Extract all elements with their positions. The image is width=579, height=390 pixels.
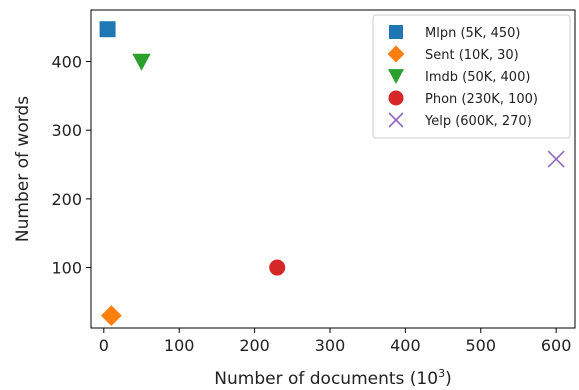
x-tick-label: 600 — [541, 336, 572, 355]
x-tick-label: 200 — [239, 336, 270, 355]
legend-marker — [388, 90, 404, 106]
plot-frame — [90, 9, 576, 329]
legend: Mlpn (5K, 450) Sent (10K, 30) Imdb (50K, 4… — [372, 14, 571, 139]
legend-label: Phon (230K, 100) — [425, 92, 538, 107]
legend-label: Mlpn (5K, 450) — [425, 26, 520, 41]
data-point-yelp — [547, 150, 565, 168]
y-tick-label: 200 — [51, 190, 82, 209]
y-tick-label: 300 — [51, 121, 82, 140]
legend-box — [372, 14, 571, 139]
legend-marker — [389, 25, 403, 39]
legend-label: Sent (10K, 30) — [425, 48, 519, 63]
y-axis-title: Number of words — [13, 96, 33, 242]
x-tick-label: 300 — [315, 336, 346, 355]
data-point-phon — [269, 259, 286, 276]
legend-label: Imdb (50K, 400) — [425, 70, 530, 85]
legend-marker — [387, 45, 405, 63]
x-tick-label: 100 — [164, 336, 195, 355]
data-point-sent — [100, 305, 122, 327]
x-tick-label: 0 — [99, 336, 109, 355]
axis-ticks: 0 100 200 300 400 500 600 100 200 300 400 — [51, 53, 571, 355]
data-points — [99, 21, 565, 327]
x-tick-label: 500 — [465, 336, 496, 355]
y-tick-label: 100 — [51, 259, 82, 278]
legend-marker — [388, 112, 404, 128]
y-tick-label: 400 — [51, 53, 82, 72]
legend-marker — [387, 69, 405, 85]
data-point-mlpn — [99, 21, 116, 38]
x-axis-title: Number of documents (103) — [214, 367, 451, 389]
legend-label: Yelp (600K, 270) — [424, 114, 532, 129]
data-point-imdb — [132, 53, 151, 71]
x-tick-label: 400 — [390, 336, 421, 355]
